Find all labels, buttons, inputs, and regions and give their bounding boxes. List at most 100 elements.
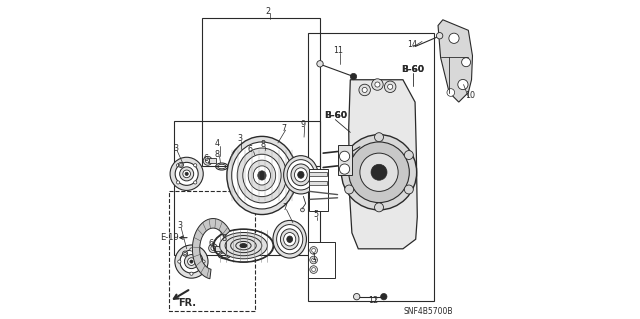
Text: 8: 8: [215, 150, 220, 159]
Circle shape: [177, 164, 180, 167]
Circle shape: [175, 245, 208, 278]
Circle shape: [349, 142, 410, 203]
Circle shape: [243, 158, 245, 160]
Circle shape: [180, 164, 182, 166]
Circle shape: [353, 293, 360, 300]
Text: 14: 14: [407, 40, 417, 49]
Ellipse shape: [280, 229, 299, 249]
Ellipse shape: [237, 148, 287, 203]
Ellipse shape: [232, 142, 292, 209]
Circle shape: [211, 246, 216, 250]
Ellipse shape: [291, 164, 311, 186]
Text: B-60: B-60: [401, 65, 424, 74]
Circle shape: [310, 247, 317, 254]
Circle shape: [372, 79, 383, 90]
Text: 7: 7: [282, 203, 287, 212]
Circle shape: [194, 164, 197, 167]
Circle shape: [388, 84, 393, 89]
Circle shape: [204, 156, 212, 165]
Text: 3: 3: [237, 134, 242, 143]
Circle shape: [404, 185, 413, 194]
Text: SNF4B5700B: SNF4B5700B: [404, 307, 453, 315]
Ellipse shape: [220, 233, 268, 259]
Text: 12: 12: [369, 296, 379, 305]
Circle shape: [178, 260, 181, 263]
Text: FR.: FR.: [179, 298, 196, 308]
Ellipse shape: [298, 171, 304, 178]
Circle shape: [312, 268, 316, 271]
Circle shape: [175, 162, 198, 185]
Circle shape: [360, 153, 398, 191]
Text: 6: 6: [204, 154, 209, 163]
Circle shape: [339, 164, 349, 174]
Bar: [309, 181, 327, 185]
Polygon shape: [193, 219, 230, 279]
Bar: [170, 191, 255, 311]
Text: 8: 8: [260, 140, 265, 149]
Ellipse shape: [273, 220, 307, 258]
Text: 7: 7: [282, 124, 287, 133]
Circle shape: [180, 250, 203, 273]
Circle shape: [170, 157, 204, 190]
Circle shape: [177, 181, 180, 184]
Ellipse shape: [284, 156, 318, 194]
Circle shape: [350, 73, 356, 80]
Circle shape: [436, 33, 443, 39]
Circle shape: [449, 33, 459, 43]
Circle shape: [301, 208, 305, 212]
Circle shape: [345, 185, 354, 194]
Circle shape: [381, 293, 387, 300]
Text: 9: 9: [301, 120, 306, 129]
Circle shape: [182, 251, 188, 256]
Circle shape: [250, 148, 259, 156]
Ellipse shape: [276, 225, 303, 254]
Circle shape: [236, 150, 253, 167]
Circle shape: [359, 84, 371, 96]
Circle shape: [344, 150, 353, 159]
Circle shape: [205, 159, 210, 163]
Circle shape: [231, 146, 257, 172]
Bar: [308, 33, 434, 301]
Circle shape: [179, 162, 184, 167]
Circle shape: [184, 252, 186, 255]
Circle shape: [180, 167, 194, 181]
Ellipse shape: [240, 244, 247, 248]
Text: 3: 3: [173, 144, 179, 153]
Circle shape: [317, 61, 323, 67]
Circle shape: [209, 244, 218, 253]
Ellipse shape: [287, 160, 315, 190]
Ellipse shape: [230, 239, 256, 253]
Circle shape: [190, 248, 193, 251]
Circle shape: [385, 81, 396, 93]
Circle shape: [253, 150, 257, 154]
Ellipse shape: [227, 137, 297, 215]
Ellipse shape: [240, 244, 246, 248]
Circle shape: [202, 260, 205, 263]
Bar: [337, 145, 352, 175]
Circle shape: [310, 256, 317, 264]
Polygon shape: [438, 20, 472, 102]
Text: 6: 6: [248, 145, 253, 154]
Ellipse shape: [243, 154, 281, 197]
Bar: [256, 149, 262, 154]
Circle shape: [341, 135, 417, 210]
Circle shape: [183, 170, 191, 178]
Ellipse shape: [253, 166, 271, 185]
Circle shape: [190, 272, 193, 275]
Circle shape: [458, 79, 468, 90]
Circle shape: [374, 133, 383, 142]
Text: 1: 1: [311, 253, 316, 262]
Ellipse shape: [284, 233, 296, 246]
Text: 11: 11: [333, 46, 344, 55]
Text: B-60: B-60: [324, 111, 347, 120]
Text: 6: 6: [209, 239, 213, 248]
Circle shape: [310, 266, 317, 273]
Ellipse shape: [294, 168, 307, 182]
Text: E-19: E-19: [160, 233, 179, 242]
Circle shape: [188, 258, 195, 265]
Text: 8: 8: [221, 234, 226, 243]
Circle shape: [185, 172, 188, 175]
Bar: [215, 246, 222, 251]
Circle shape: [312, 249, 316, 252]
Text: 4: 4: [215, 139, 220, 148]
